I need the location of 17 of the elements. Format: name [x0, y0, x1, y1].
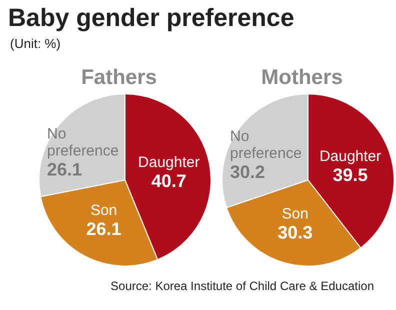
data-label: 30.3 [278, 222, 313, 242]
slice-label: Son [90, 202, 118, 219]
data-label: 26.1 [86, 218, 122, 239]
data-label: 26.1 [47, 160, 82, 180]
chart-title: Mothers [261, 66, 343, 89]
slice-label: Daughter [319, 148, 382, 166]
data-label: 39.5 [332, 165, 368, 186]
text: (Unit: %) [10, 36, 61, 51]
slice-label: No preference [230, 128, 302, 162]
chart-title: Fathers [81, 66, 157, 89]
data-label: 40.7 [151, 170, 186, 191]
slice-label: Daughter [138, 154, 200, 171]
slice-label: No preference [47, 126, 119, 160]
slice-label: Son [282, 205, 308, 222]
source-note: Source: Korea Institute of Child Care & Education [110, 279, 374, 293]
text: Baby gender preference [8, 4, 294, 32]
data-label: 30.2 [230, 162, 266, 182]
